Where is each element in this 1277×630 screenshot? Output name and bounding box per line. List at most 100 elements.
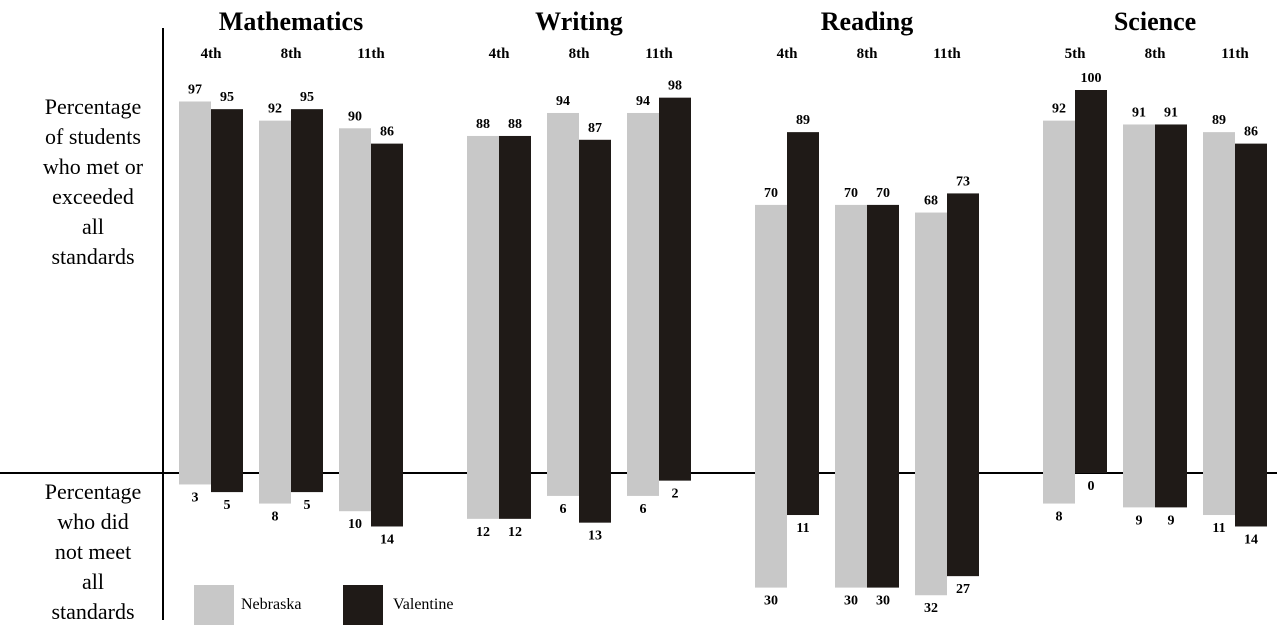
met-value-label: 89 xyxy=(1212,113,1226,128)
valentine-bar xyxy=(211,109,243,493)
legend-swatch-nebraska xyxy=(194,585,234,625)
met-value-label: 86 xyxy=(380,125,394,140)
nebraska-bar xyxy=(547,112,579,496)
grade-label: 11th xyxy=(645,46,673,62)
valentine-bar xyxy=(1155,124,1187,508)
not-met-value-label: 6 xyxy=(560,502,567,517)
not-met-value-label: 10 xyxy=(348,517,362,532)
not-met-value-label: 30 xyxy=(844,594,858,609)
met-value-label: 92 xyxy=(1052,102,1066,117)
met-value-label: 94 xyxy=(556,94,570,109)
valentine-bar xyxy=(371,143,403,527)
y-label-bottom-line: who did xyxy=(57,509,129,534)
nebraska-bar xyxy=(835,204,867,588)
valentine-bar xyxy=(867,204,899,588)
not-met-value-label: 11 xyxy=(796,521,809,536)
nebraska-bar xyxy=(339,128,371,512)
valentine-bar xyxy=(787,132,819,516)
grade-label: 5th xyxy=(1065,46,1086,62)
not-met-value-label: 0 xyxy=(1088,479,1095,494)
y-label-bottom: Percentage who did not meet all standard… xyxy=(18,477,168,627)
y-label-top-line: exceeded xyxy=(52,184,134,209)
met-value-label: 89 xyxy=(796,113,810,128)
y-label-top: Percentage of students who met or exceed… xyxy=(18,92,168,272)
met-value-label: 98 xyxy=(668,79,682,94)
not-met-value-label: 30 xyxy=(764,594,778,609)
nebraska-bar xyxy=(1123,124,1155,508)
nebraska-bar xyxy=(627,112,659,496)
subject-label: Writing xyxy=(535,7,623,36)
not-met-value-label: 13 xyxy=(588,529,602,544)
not-met-value-label: 32 xyxy=(924,601,938,616)
met-value-label: 73 xyxy=(956,174,970,189)
y-label-top-line: of students xyxy=(45,124,141,149)
not-met-value-label: 30 xyxy=(876,594,890,609)
grade-label: 8th xyxy=(281,46,302,62)
grade-label: 11th xyxy=(933,46,961,62)
not-met-value-label: 9 xyxy=(1168,513,1175,528)
subject-label: Reading xyxy=(821,7,913,36)
met-value-label: 86 xyxy=(1244,125,1258,140)
subject-label: Mathematics xyxy=(219,7,363,36)
valentine-bar xyxy=(291,109,323,493)
met-value-label: 95 xyxy=(300,90,314,105)
not-met-value-label: 8 xyxy=(272,510,279,525)
not-met-value-label: 9 xyxy=(1136,513,1143,528)
not-met-value-label: 5 xyxy=(224,498,231,513)
grade-label: 4th xyxy=(201,46,222,62)
y-label-top-line: all xyxy=(82,214,104,239)
met-value-label: 90 xyxy=(348,109,362,124)
nebraska-bar xyxy=(259,120,291,504)
y-label-bottom-line: not meet xyxy=(54,539,132,564)
grade-label: 11th xyxy=(1221,46,1249,62)
not-met-value-label: 6 xyxy=(640,502,647,517)
nebraska-bar xyxy=(467,135,499,519)
met-value-label: 97 xyxy=(188,82,202,97)
valentine-bar xyxy=(499,135,531,519)
valentine-bar xyxy=(659,97,691,481)
met-value-label: 70 xyxy=(876,186,890,201)
subject-label: Science xyxy=(1114,7,1196,36)
not-met-value-label: 14 xyxy=(1244,532,1258,547)
nebraska-bar xyxy=(915,212,947,596)
y-label-bottom-line: all xyxy=(82,569,104,594)
grade-label: 4th xyxy=(489,46,510,62)
grade-label: 11th xyxy=(357,46,385,62)
y-label-top-line: who met or xyxy=(42,154,144,179)
legend-label-valentine: Valentine xyxy=(393,596,453,613)
not-met-value-label: 27 xyxy=(956,582,970,597)
nebraska-bar xyxy=(179,101,211,485)
valentine-bar xyxy=(579,139,611,523)
nebraska-bar xyxy=(755,204,787,588)
met-value-label: 87 xyxy=(588,121,602,136)
met-value-label: 95 xyxy=(220,90,234,105)
met-value-label: 100 xyxy=(1081,71,1102,86)
grade-label: 4th xyxy=(777,46,798,62)
met-value-label: 70 xyxy=(764,186,778,201)
met-value-label: 68 xyxy=(924,194,938,209)
not-met-value-label: 8 xyxy=(1056,510,1063,525)
valentine-bar xyxy=(1235,143,1267,527)
y-label-top-line: Percentage xyxy=(44,94,142,119)
not-met-value-label: 5 xyxy=(304,498,311,513)
met-value-label: 88 xyxy=(476,117,490,132)
not-met-value-label: 12 xyxy=(476,525,490,540)
not-met-value-label: 11 xyxy=(1212,521,1225,536)
not-met-value-label: 12 xyxy=(508,525,522,540)
valentine-bar xyxy=(947,193,979,577)
met-value-label: 70 xyxy=(844,186,858,201)
grade-label: 8th xyxy=(569,46,590,62)
y-label-bottom-line: standards xyxy=(51,599,135,624)
met-value-label: 88 xyxy=(508,117,522,132)
not-met-value-label: 2 xyxy=(672,487,679,502)
not-met-value-label: 3 xyxy=(192,490,199,505)
y-label-bottom-line: Percentage xyxy=(44,479,142,504)
met-value-label: 92 xyxy=(268,102,282,117)
legend-label-nebraska: Nebraska xyxy=(241,596,301,613)
legend-swatch-valentine xyxy=(343,585,383,625)
nebraska-bar xyxy=(1043,120,1075,504)
met-value-label: 91 xyxy=(1132,105,1146,120)
y-label-top-line: standards xyxy=(51,244,135,269)
grade-label: 8th xyxy=(857,46,878,62)
